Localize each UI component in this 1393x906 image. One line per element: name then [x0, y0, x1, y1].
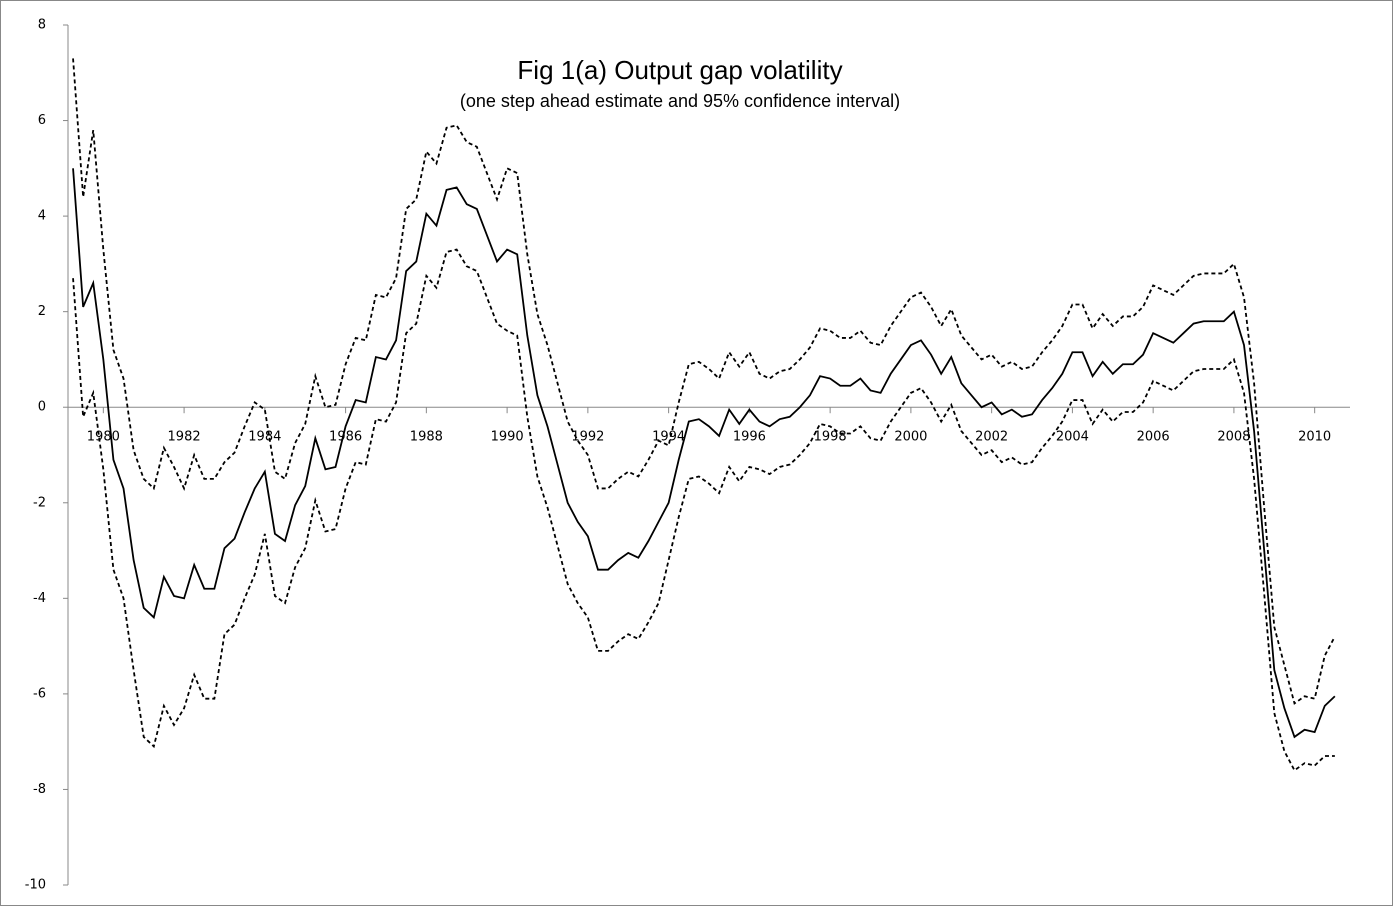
- x-tick-label: 1980: [87, 430, 120, 445]
- y-tick-label: -8: [33, 782, 46, 797]
- x-tick-label: 1990: [491, 430, 524, 445]
- y-tick-label: 0: [38, 400, 46, 415]
- y-tick-label: -6: [33, 686, 46, 701]
- y-tick-label: 2: [38, 304, 46, 319]
- x-tick-label: 2004: [1056, 430, 1089, 445]
- x-tick-label: 2008: [1217, 430, 1250, 445]
- x-tick-label: 1982: [168, 430, 201, 445]
- x-tick-label: 2002: [975, 430, 1008, 445]
- x-tick-label: 1986: [329, 430, 362, 445]
- estimate-line: [72, 168, 1336, 739]
- y-tick-label: -2: [33, 495, 46, 510]
- y-tick-label: 8: [38, 18, 46, 33]
- x-tick-label: 2006: [1137, 430, 1170, 445]
- interval-line: [72, 248, 1335, 772]
- y-tick-label: 6: [38, 113, 46, 128]
- y-tick-label: 4: [38, 209, 46, 224]
- x-tick-label: 1992: [571, 430, 604, 445]
- y-tick-label: -10: [25, 878, 46, 893]
- x-tick-label: 1998: [814, 430, 847, 445]
- x-tick-label: 2010: [1298, 430, 1331, 445]
- x-tick-label: 2000: [894, 430, 927, 445]
- x-tick-label: 1988: [410, 430, 443, 445]
- chart-subtitle: (one step ahead estimate and 95% confide…: [460, 91, 900, 111]
- x-tick-label: 1984: [248, 430, 281, 445]
- chart-title: Fig 1(a) Output gap volatility: [517, 55, 842, 85]
- x-tick-label: 1996: [733, 430, 766, 445]
- y-tick-label: -4: [33, 591, 46, 606]
- interval-line: [72, 58, 1336, 705]
